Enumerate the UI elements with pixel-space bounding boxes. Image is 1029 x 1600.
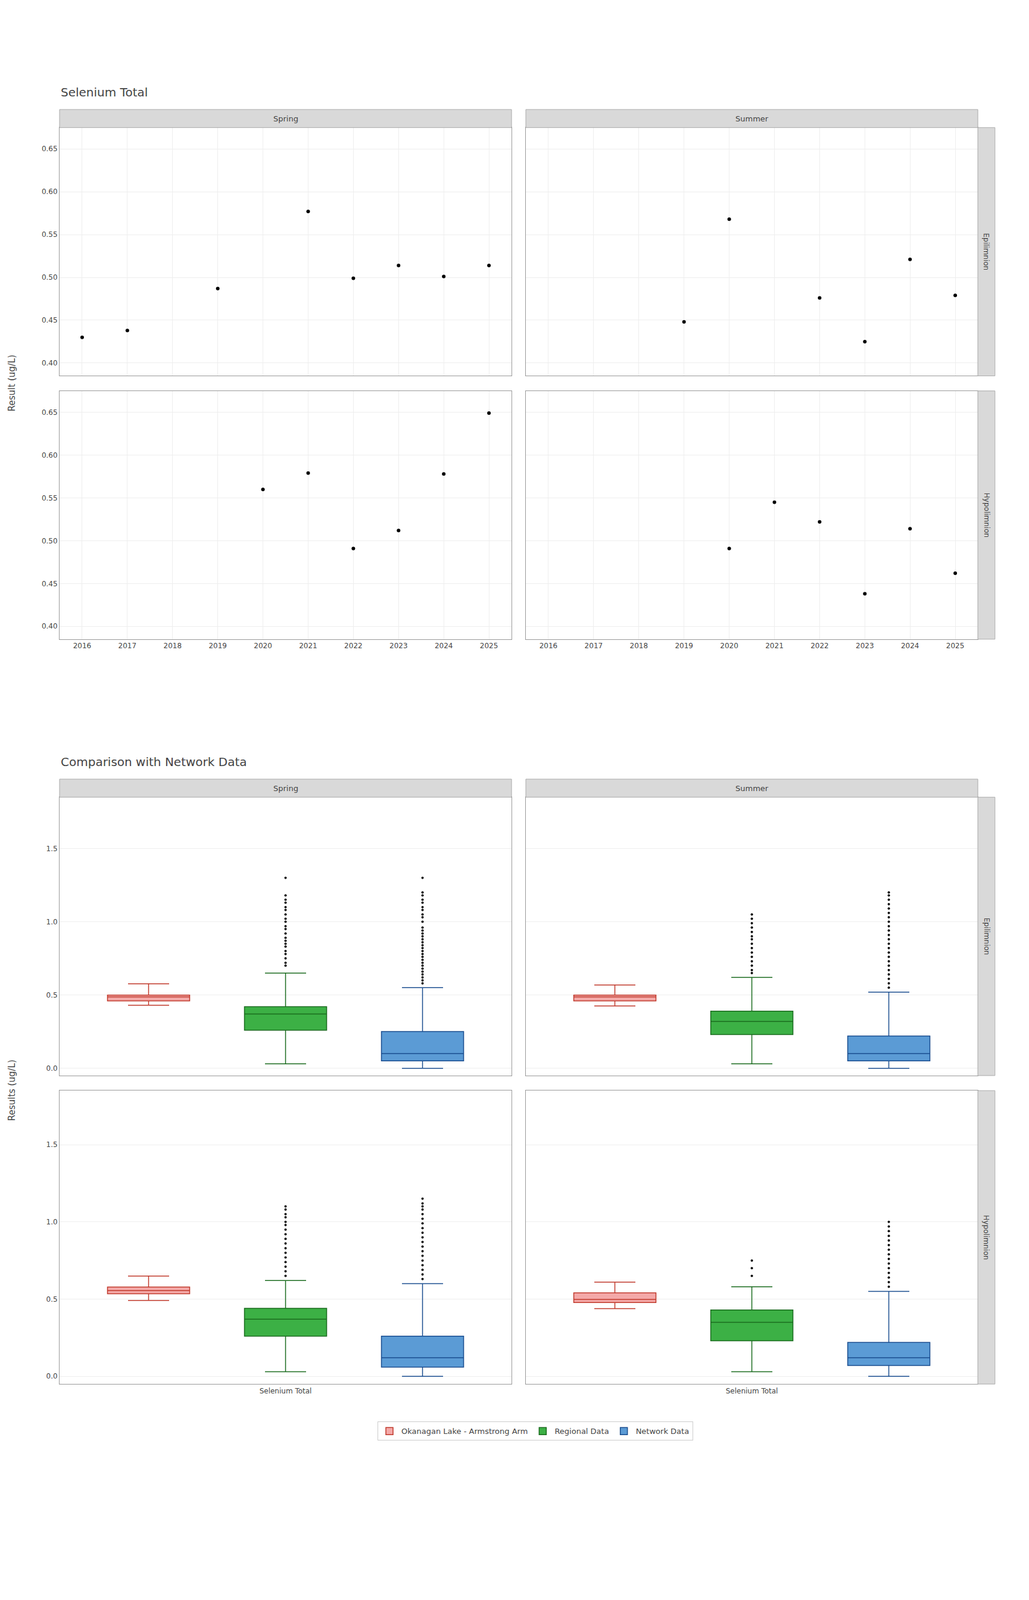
- svg-text:0.65: 0.65: [41, 144, 58, 154]
- svg-text:0.55: 0.55: [41, 230, 58, 239]
- svg-text:0.5: 0.5: [46, 991, 58, 1000]
- svg-text:1.5: 1.5: [46, 844, 58, 854]
- svg-text:0.65: 0.65: [41, 408, 58, 417]
- svg-text:Results (ug/L): Results (ug/L): [6, 1059, 18, 1122]
- svg-text:0.0: 0.0: [46, 1064, 58, 1074]
- svg-text:0.55: 0.55: [41, 494, 58, 503]
- svg-text:Hypolimnion: Hypolimnion: [981, 1215, 991, 1261]
- svg-text:2018: 2018: [630, 641, 649, 651]
- svg-text:2024: 2024: [434, 641, 454, 651]
- svg-text:Comparison with Network Data: Comparison with Network Data: [60, 755, 248, 770]
- svg-text:0.45: 0.45: [41, 580, 58, 589]
- svg-text:Summer: Summer: [735, 114, 769, 124]
- svg-text:2023: 2023: [855, 641, 875, 651]
- svg-text:2022: 2022: [810, 641, 829, 651]
- svg-text:2017: 2017: [118, 641, 137, 651]
- svg-text:Selenium Total: Selenium Total: [725, 1387, 779, 1396]
- svg-text:2020: 2020: [719, 641, 739, 651]
- svg-text:Selenium Total: Selenium Total: [60, 85, 148, 100]
- svg-text:2020: 2020: [253, 641, 273, 651]
- svg-text:0.50: 0.50: [41, 273, 58, 282]
- svg-text:Selenium Total: Selenium Total: [259, 1387, 313, 1396]
- svg-text:1.0: 1.0: [46, 918, 58, 927]
- svg-text:Regional Data: Regional Data: [554, 1427, 609, 1437]
- svg-text:Okanagan Lake - Armstrong Arm: Okanagan Lake - Armstrong Arm: [401, 1427, 528, 1437]
- svg-text:2018: 2018: [163, 641, 182, 651]
- svg-text:2016: 2016: [539, 641, 558, 651]
- svg-text:2016: 2016: [73, 641, 92, 651]
- svg-text:1.0: 1.0: [46, 1218, 58, 1227]
- svg-text:2022: 2022: [344, 641, 363, 651]
- svg-text:0.5: 0.5: [46, 1295, 58, 1305]
- svg-text:0.0: 0.0: [46, 1372, 58, 1381]
- svg-text:0.60: 0.60: [41, 451, 58, 460]
- svg-text:0.45: 0.45: [41, 316, 58, 325]
- svg-text:1.5: 1.5: [46, 1140, 58, 1150]
- svg-text:2017: 2017: [584, 641, 604, 651]
- svg-text:2025: 2025: [479, 641, 499, 651]
- svg-text:0.60: 0.60: [41, 187, 58, 196]
- svg-text:2023: 2023: [389, 641, 408, 651]
- svg-text:0.50: 0.50: [41, 537, 58, 546]
- svg-text:Summer: Summer: [735, 784, 769, 794]
- svg-text:2021: 2021: [298, 641, 318, 651]
- svg-text:Hypolimnion: Hypolimnion: [982, 493, 991, 538]
- svg-text:0.40: 0.40: [41, 622, 58, 631]
- svg-text:Spring: Spring: [273, 114, 299, 124]
- svg-text:Network Data: Network Data: [635, 1427, 689, 1437]
- svg-text:2024: 2024: [900, 641, 920, 651]
- svg-text:2021: 2021: [765, 641, 784, 651]
- svg-text:2019: 2019: [208, 641, 227, 651]
- svg-text:Result (ug/L): Result (ug/L): [6, 354, 18, 412]
- svg-text:2025: 2025: [946, 641, 965, 651]
- svg-text:Spring: Spring: [273, 784, 299, 794]
- svg-text:2019: 2019: [674, 641, 694, 651]
- svg-text:0.40: 0.40: [41, 359, 58, 368]
- svg-text:Epilimnion: Epilimnion: [981, 232, 991, 271]
- svg-text:Epilimnion: Epilimnion: [982, 918, 991, 956]
